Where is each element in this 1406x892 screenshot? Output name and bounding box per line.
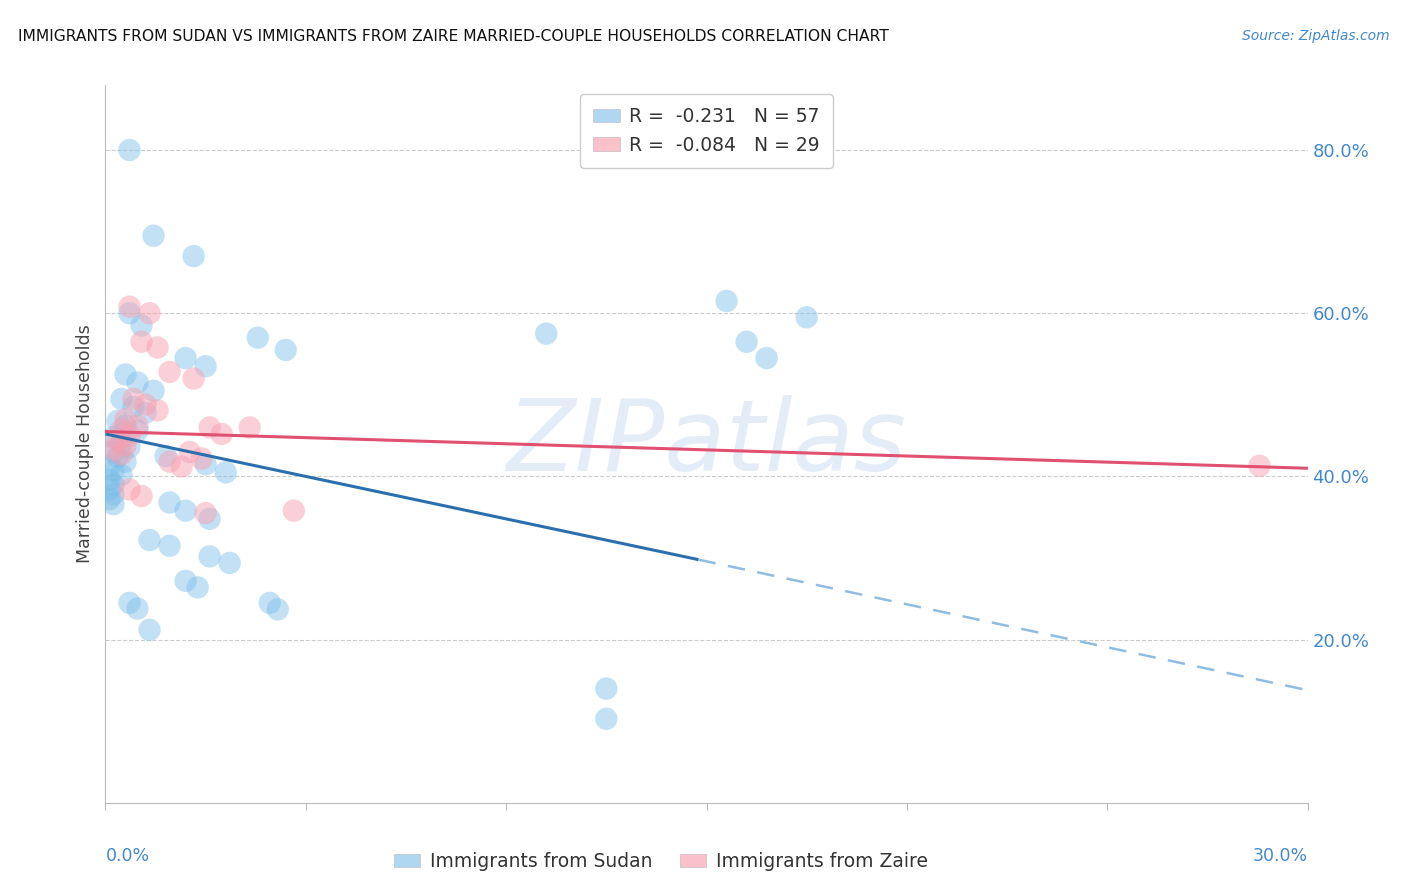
- Point: [138, 623, 160, 637]
- Point: [107, 414, 129, 428]
- Point: [103, 430, 125, 444]
- Point: [138, 533, 160, 547]
- Point: [716, 293, 738, 308]
- Point: [118, 143, 141, 157]
- Point: [179, 445, 201, 459]
- Point: [131, 334, 153, 349]
- Point: [198, 512, 221, 526]
- Point: [122, 400, 145, 414]
- Text: Source: ZipAtlas.com: Source: ZipAtlas.com: [1241, 29, 1389, 43]
- Point: [283, 504, 305, 518]
- Point: [118, 300, 141, 314]
- Legend: R =  -0.231   N = 57, R =  -0.084   N = 29: R = -0.231 N = 57, R = -0.084 N = 29: [581, 95, 832, 168]
- Point: [198, 549, 221, 564]
- Point: [595, 681, 617, 696]
- Point: [103, 477, 125, 491]
- Point: [107, 433, 129, 447]
- Point: [735, 334, 758, 349]
- Point: [98, 459, 121, 474]
- Point: [118, 428, 141, 442]
- Point: [159, 365, 181, 379]
- Point: [174, 351, 197, 365]
- Point: [103, 464, 125, 478]
- Text: 0.0%: 0.0%: [105, 847, 149, 865]
- Point: [103, 487, 125, 501]
- Point: [118, 306, 141, 320]
- Point: [138, 306, 160, 320]
- Point: [190, 451, 212, 466]
- Point: [110, 447, 132, 461]
- Point: [114, 455, 136, 469]
- Point: [198, 420, 221, 434]
- Point: [267, 602, 290, 616]
- Point: [103, 442, 125, 457]
- Point: [103, 445, 125, 459]
- Point: [127, 418, 149, 433]
- Point: [194, 506, 217, 520]
- Point: [194, 457, 217, 471]
- Point: [135, 406, 157, 420]
- Point: [146, 341, 169, 355]
- Point: [131, 489, 153, 503]
- Point: [155, 449, 177, 463]
- Text: ZIPatlas: ZIPatlas: [506, 395, 907, 492]
- Point: [214, 466, 236, 480]
- Point: [159, 539, 181, 553]
- Point: [174, 574, 197, 588]
- Point: [98, 492, 121, 507]
- Point: [114, 438, 136, 452]
- Point: [755, 351, 778, 365]
- Point: [246, 331, 269, 345]
- Point: [174, 504, 197, 518]
- Point: [114, 368, 136, 382]
- Point: [122, 392, 145, 406]
- Point: [118, 596, 141, 610]
- Point: [170, 459, 193, 474]
- Point: [127, 601, 149, 615]
- Point: [211, 427, 233, 442]
- Point: [107, 450, 129, 464]
- Point: [98, 483, 121, 497]
- Point: [110, 423, 132, 437]
- Point: [142, 228, 165, 243]
- Point: [110, 392, 132, 406]
- Point: [159, 455, 181, 469]
- Point: [142, 384, 165, 398]
- Point: [110, 435, 132, 450]
- Point: [110, 467, 132, 482]
- Point: [118, 440, 141, 454]
- Point: [534, 326, 557, 341]
- Point: [146, 403, 169, 417]
- Point: [187, 581, 209, 595]
- Point: [194, 359, 217, 374]
- Point: [274, 343, 297, 357]
- Point: [114, 412, 136, 426]
- Point: [131, 318, 153, 333]
- Y-axis label: Married-couple Households: Married-couple Households: [76, 325, 94, 563]
- Point: [259, 596, 281, 610]
- Legend: Immigrants from Sudan, Immigrants from Zaire: Immigrants from Sudan, Immigrants from Z…: [387, 844, 935, 878]
- Point: [595, 712, 617, 726]
- Point: [103, 497, 125, 511]
- Point: [183, 249, 205, 263]
- Text: 30.0%: 30.0%: [1253, 847, 1308, 865]
- Point: [114, 418, 136, 433]
- Point: [796, 310, 818, 325]
- Point: [127, 376, 149, 390]
- Point: [135, 398, 157, 412]
- Point: [183, 371, 205, 385]
- Point: [98, 473, 121, 487]
- Text: IMMIGRANTS FROM SUDAN VS IMMIGRANTS FROM ZAIRE MARRIED-COUPLE HOUSEHOLDS CORRELA: IMMIGRANTS FROM SUDAN VS IMMIGRANTS FROM…: [18, 29, 889, 44]
- Point: [1249, 458, 1271, 473]
- Point: [127, 424, 149, 438]
- Point: [159, 495, 181, 509]
- Point: [218, 556, 240, 570]
- Point: [118, 483, 141, 497]
- Point: [239, 420, 262, 434]
